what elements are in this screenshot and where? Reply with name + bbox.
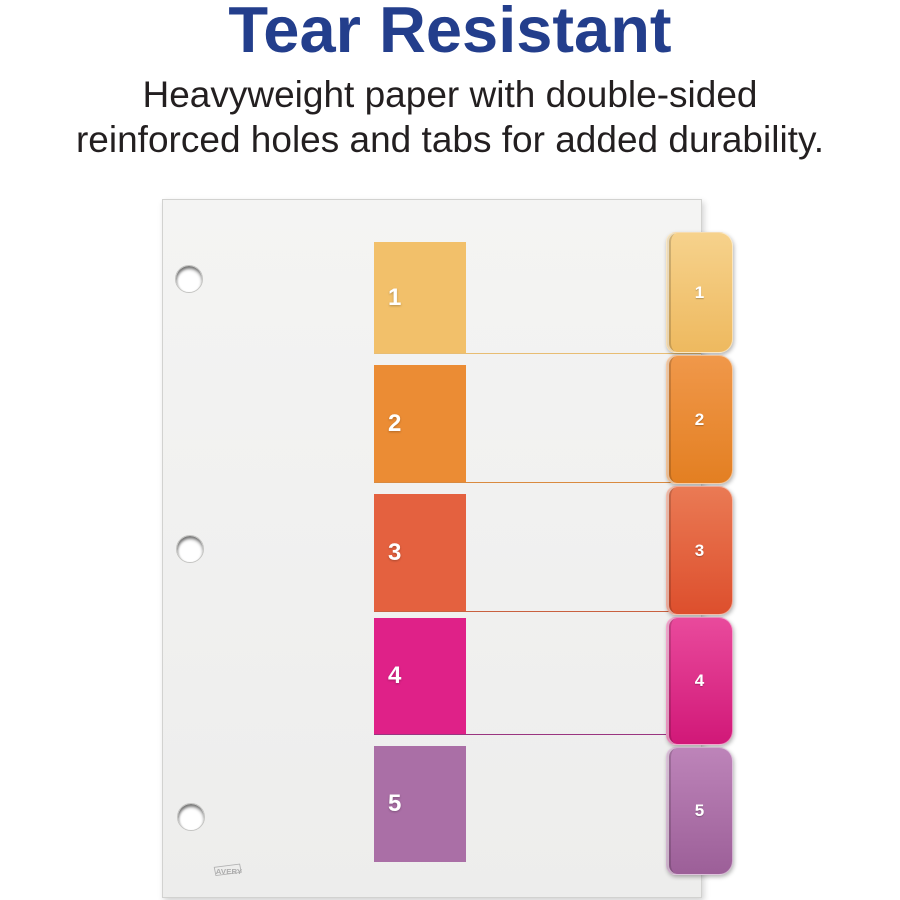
svg-text:AVERY: AVERY	[216, 867, 243, 876]
